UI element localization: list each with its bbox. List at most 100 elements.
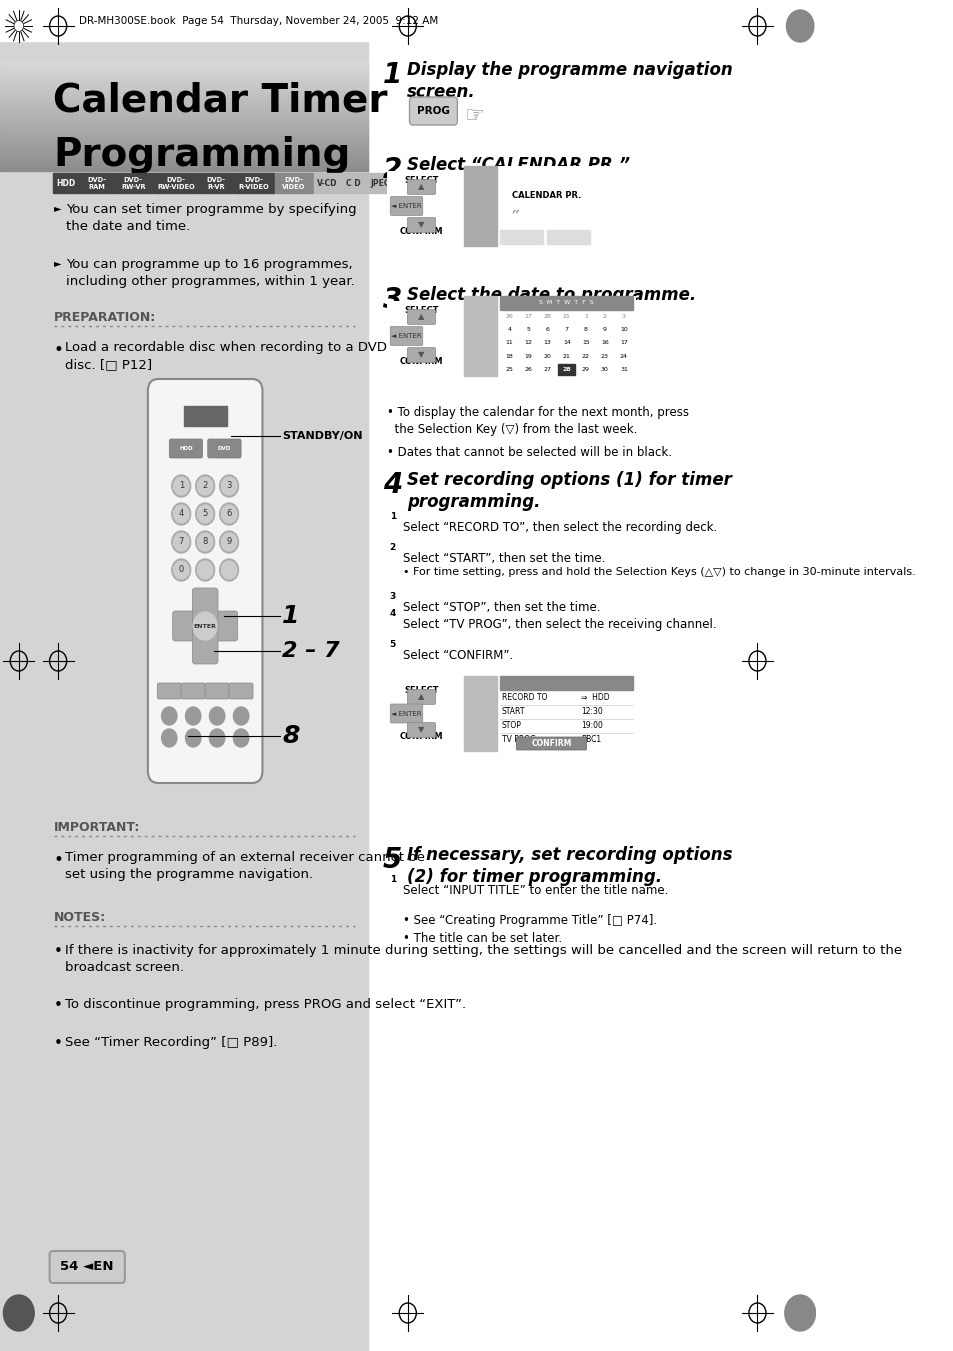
Bar <box>0 168 367 172</box>
Bar <box>0 165 367 169</box>
Text: If there is inactivity for approximately 1 minute during setting, the settings w: If there is inactivity for approximately… <box>65 944 902 974</box>
Text: 7: 7 <box>564 327 568 332</box>
Text: Display the programme navigation
screen.: Display the programme navigation screen. <box>407 61 732 101</box>
Bar <box>0 135 367 138</box>
Text: •: • <box>53 944 63 959</box>
Text: 4: 4 <box>507 327 511 332</box>
Text: 18: 18 <box>505 354 513 359</box>
FancyBboxPatch shape <box>390 196 422 216</box>
Text: 9: 9 <box>602 327 606 332</box>
Text: SELECT: SELECT <box>404 176 438 185</box>
Bar <box>275 173 313 193</box>
Text: R-VIDEO: R-VIDEO <box>238 184 269 190</box>
Text: 17: 17 <box>619 340 627 346</box>
Text: 21: 21 <box>562 313 570 319</box>
Bar <box>387 873 398 886</box>
Bar <box>0 127 367 130</box>
Text: ►: ► <box>53 203 61 213</box>
Text: 4: 4 <box>178 509 184 519</box>
FancyBboxPatch shape <box>172 611 237 640</box>
Bar <box>0 162 367 166</box>
Text: VIDEO: VIDEO <box>282 184 306 190</box>
Bar <box>0 112 367 116</box>
Text: CONFIRM: CONFIRM <box>399 732 443 740</box>
Text: •: • <box>53 998 63 1013</box>
Bar <box>314 173 341 193</box>
FancyBboxPatch shape <box>208 439 241 458</box>
Text: Set recording options (1) for timer
programming.: Set recording options (1) for timer prog… <box>407 471 731 511</box>
Circle shape <box>195 559 214 581</box>
Text: ′′: ′′ <box>511 208 519 227</box>
Text: MP3: MP3 <box>397 178 416 188</box>
Text: NOTES:: NOTES: <box>53 911 106 924</box>
Text: 12:30: 12:30 <box>580 707 602 716</box>
Bar <box>387 540 398 554</box>
Text: Select “RECORD TO”, then select the recording deck.: Select “RECORD TO”, then select the reco… <box>402 521 716 534</box>
Circle shape <box>173 477 189 494</box>
Text: 3: 3 <box>621 313 625 319</box>
FancyBboxPatch shape <box>157 684 181 698</box>
Text: 10: 10 <box>619 327 627 332</box>
Circle shape <box>161 730 176 747</box>
Text: DVD-: DVD- <box>244 177 263 182</box>
Text: HDD: HDD <box>179 446 193 451</box>
Bar <box>0 99 367 103</box>
Text: 9: 9 <box>226 538 232 547</box>
Text: DVD-: DVD- <box>284 177 303 182</box>
Text: 0: 0 <box>178 566 184 574</box>
Text: You can programme up to 16 programmes,
including other programmes, within 1 year: You can programme up to 16 programmes, i… <box>66 258 355 288</box>
Text: ▼: ▼ <box>417 725 424 735</box>
Text: STOP: STOP <box>501 721 521 730</box>
Circle shape <box>233 707 249 725</box>
Bar <box>0 107 367 111</box>
Text: To discontinue programming, press PROG and select “EXIT”.: To discontinue programming, press PROG a… <box>65 998 466 1011</box>
FancyBboxPatch shape <box>229 684 253 698</box>
Text: 14: 14 <box>562 340 570 346</box>
Text: 7: 7 <box>178 538 184 547</box>
Text: • To display the calendar for the next month, press
  the ​Selection Key (▽) fro: • To display the calendar for the next m… <box>387 407 689 436</box>
Text: DVD-: DVD- <box>167 177 186 182</box>
Text: ENTER: ENTER <box>193 624 216 628</box>
Text: 12: 12 <box>524 340 532 346</box>
Text: Calendar Timer: Calendar Timer <box>53 81 387 119</box>
FancyBboxPatch shape <box>407 218 436 232</box>
Text: Load a recordable disc when recording to a DVD
disc. [□ P12]: Load a recordable disc when recording to… <box>65 340 387 372</box>
Bar <box>0 104 367 108</box>
Text: 2: 2 <box>202 481 208 490</box>
Text: Select the date to programme.: Select the date to programme. <box>407 286 696 304</box>
Text: 2: 2 <box>382 155 402 184</box>
Bar <box>387 509 398 523</box>
Text: RECORD TO: RECORD TO <box>501 693 547 701</box>
Bar <box>0 151 367 154</box>
Text: CONFIRM: CONFIRM <box>399 227 443 236</box>
Bar <box>499 230 542 245</box>
Text: 28: 28 <box>543 313 551 319</box>
Text: CONFIRM: CONFIRM <box>531 739 571 748</box>
FancyBboxPatch shape <box>169 439 202 458</box>
Text: C D: C D <box>346 178 360 188</box>
Bar <box>387 172 456 240</box>
Bar <box>387 301 456 372</box>
Bar <box>387 638 398 651</box>
Bar <box>0 146 367 149</box>
FancyBboxPatch shape <box>50 1251 125 1283</box>
Bar <box>0 130 367 132</box>
Bar <box>387 607 398 620</box>
Text: • See “Creating Programme Title” [□ P74].: • See “Creating Programme Title” [□ P74]… <box>402 915 656 927</box>
Bar <box>0 132 367 135</box>
Circle shape <box>221 534 236 551</box>
Circle shape <box>221 477 236 494</box>
Bar <box>80 173 113 193</box>
Text: 6: 6 <box>545 327 549 332</box>
FancyBboxPatch shape <box>516 738 586 750</box>
Circle shape <box>185 730 201 747</box>
Text: SELECT: SELECT <box>404 305 438 315</box>
Circle shape <box>197 477 213 494</box>
Text: You can set timer programme by specifying
the date and time.: You can set timer programme by specifyin… <box>66 203 356 232</box>
Text: RW-VR: RW-VR <box>121 184 146 190</box>
Text: 19:00: 19:00 <box>580 721 602 730</box>
Text: Select “STOP”, then set the time.: Select “STOP”, then set the time. <box>402 601 599 613</box>
Text: CONFIRM: CONFIRM <box>399 357 443 366</box>
Text: ⇒  HDD: ⇒ HDD <box>580 693 609 701</box>
Text: •: • <box>53 340 64 359</box>
